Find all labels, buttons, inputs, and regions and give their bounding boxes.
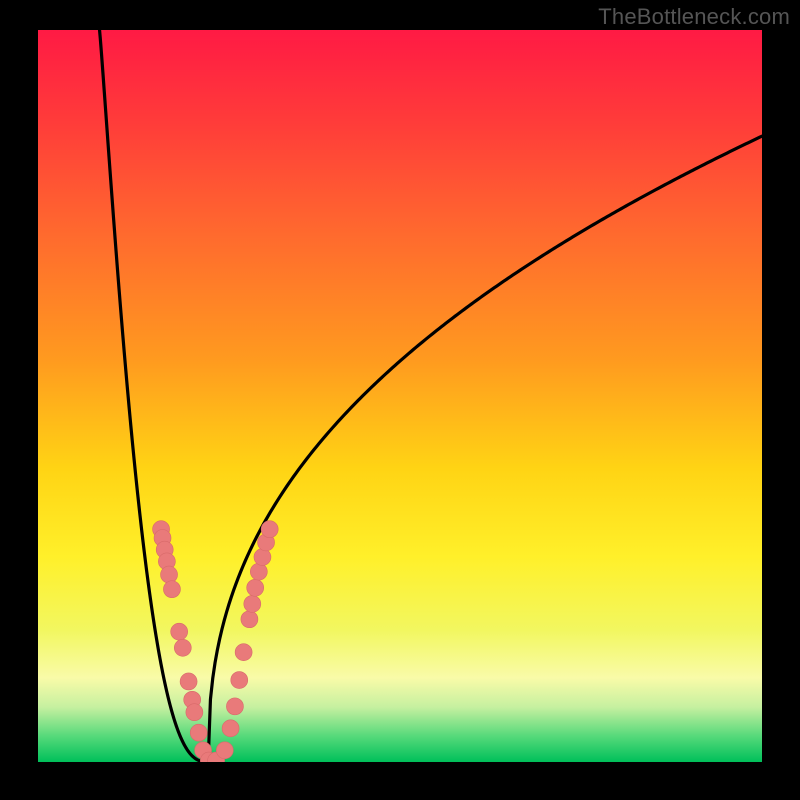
marker-point [171, 623, 188, 640]
marker-point [235, 644, 252, 661]
marker-point [161, 566, 178, 583]
marker-point [216, 742, 233, 759]
bottleneck-chart [0, 0, 800, 800]
chart-stage: TheBottleneck.com [0, 0, 800, 800]
marker-point [241, 611, 258, 628]
marker-point [244, 595, 261, 612]
marker-point [186, 704, 203, 721]
marker-point [226, 698, 243, 715]
plot-area [38, 30, 762, 762]
marker-point [247, 579, 264, 596]
marker-point [231, 672, 248, 689]
marker-point [222, 720, 239, 737]
marker-point [190, 724, 207, 741]
marker-point [250, 563, 267, 580]
marker-point [261, 521, 278, 538]
marker-point [174, 639, 191, 656]
marker-point [180, 673, 197, 690]
marker-point [254, 549, 271, 566]
marker-point [163, 581, 180, 598]
